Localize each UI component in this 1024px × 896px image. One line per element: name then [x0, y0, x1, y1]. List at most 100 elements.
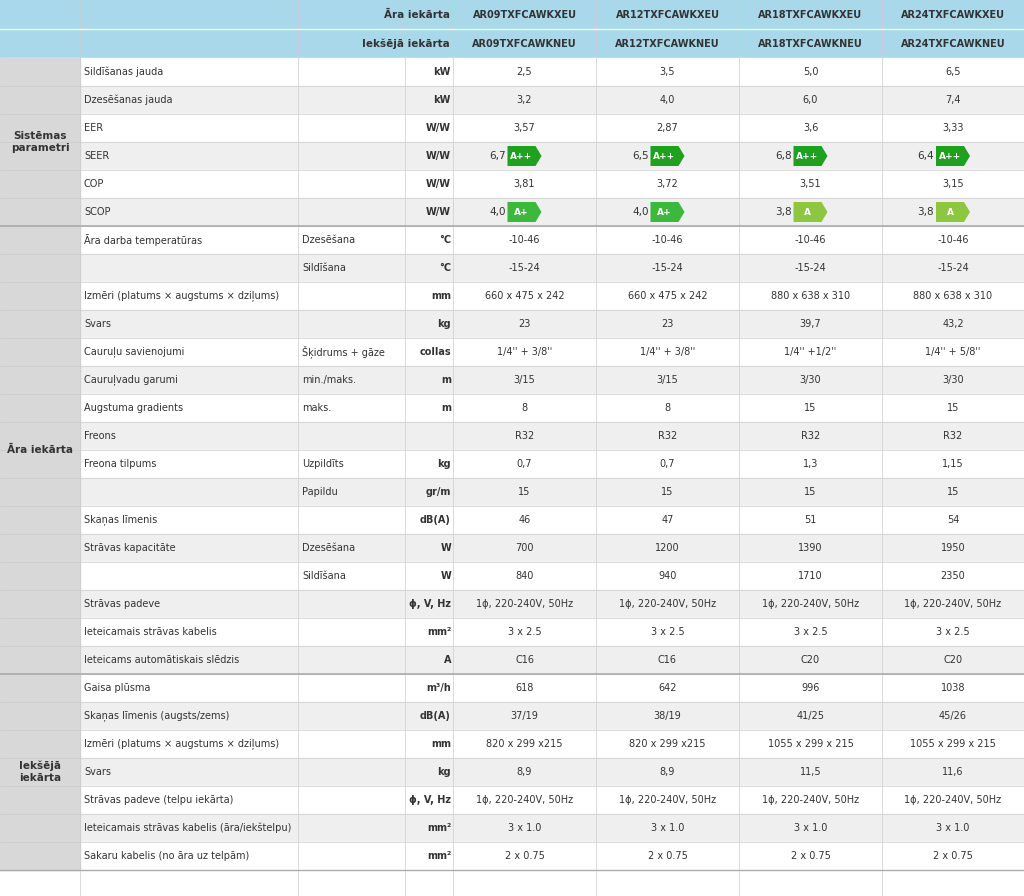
- Text: 1ϕ, 220-240V, 50Hz: 1ϕ, 220-240V, 50Hz: [618, 795, 716, 805]
- Text: dB(A): dB(A): [420, 515, 451, 525]
- Text: mm²: mm²: [427, 823, 451, 833]
- Text: Sildīšanas jauda: Sildīšanas jauda: [84, 66, 163, 77]
- Text: 3/15: 3/15: [514, 375, 536, 385]
- Bar: [0, 674, 1024, 702]
- Bar: [0, 674, 80, 702]
- Bar: [0, 394, 80, 422]
- Text: 1ϕ, 220-240V, 50Hz: 1ϕ, 220-240V, 50Hz: [618, 599, 716, 609]
- Bar: [0, 170, 80, 198]
- Polygon shape: [936, 146, 970, 166]
- Text: mm²: mm²: [427, 851, 451, 861]
- Text: 1055 x 299 x 215: 1055 x 299 x 215: [910, 739, 996, 749]
- Text: min./maks.: min./maks.: [302, 375, 356, 385]
- Text: AR18TXFCAWKXEU: AR18TXFCAWKXEU: [759, 10, 862, 20]
- Text: 7,4: 7,4: [945, 95, 961, 105]
- Text: 3,51: 3,51: [800, 179, 821, 189]
- Bar: [0, 198, 80, 226]
- Bar: [0, 114, 1024, 142]
- Text: W: W: [440, 543, 451, 553]
- Polygon shape: [794, 146, 827, 166]
- Bar: [0, 618, 1024, 646]
- Text: kg: kg: [437, 767, 451, 777]
- Text: 15: 15: [804, 487, 817, 497]
- Bar: [0, 86, 1024, 114]
- Bar: [0, 142, 80, 170]
- Text: Iekšējā
iekārta: Iekšējā iekārta: [18, 761, 61, 783]
- Text: 6,5: 6,5: [632, 151, 648, 161]
- Bar: [0, 226, 1024, 254]
- Text: AR24TXFCAWKNEU: AR24TXFCAWKNEU: [901, 39, 1006, 48]
- Bar: [0, 422, 80, 450]
- Text: SEER: SEER: [84, 151, 110, 161]
- Text: Augstuma gradients: Augstuma gradients: [84, 403, 183, 413]
- Text: 54: 54: [947, 515, 959, 525]
- Text: Āra darba temperatūras: Āra darba temperatūras: [84, 234, 202, 246]
- Text: maks.: maks.: [302, 403, 331, 413]
- Text: 4,0: 4,0: [489, 207, 506, 217]
- Text: 3/30: 3/30: [800, 375, 821, 385]
- Polygon shape: [650, 202, 684, 222]
- Text: R32: R32: [515, 431, 535, 441]
- Bar: [0, 310, 80, 338]
- Text: Strāvas padeve: Strāvas padeve: [84, 599, 160, 609]
- Text: EER: EER: [84, 123, 103, 133]
- Text: kW: kW: [433, 67, 451, 77]
- Text: W/W: W/W: [426, 151, 451, 161]
- Bar: [0, 310, 1024, 338]
- Text: 1,3: 1,3: [803, 459, 818, 469]
- Text: collas: collas: [420, 347, 451, 357]
- Text: Ieteicams automātiskais slēdzis: Ieteicams automātiskais slēdzis: [84, 655, 240, 665]
- Text: 3 x 2.5: 3 x 2.5: [936, 627, 970, 637]
- Text: 11,5: 11,5: [800, 767, 821, 777]
- Bar: [0, 842, 80, 870]
- Bar: [0, 534, 80, 562]
- Text: 0,7: 0,7: [517, 459, 532, 469]
- Text: Iekšējā iekārta: Iekšējā iekārta: [362, 39, 450, 48]
- Text: Uzpildīts: Uzpildīts: [302, 459, 344, 469]
- Text: 23: 23: [662, 319, 674, 329]
- Text: 1200: 1200: [655, 543, 680, 553]
- Text: C16: C16: [515, 655, 534, 665]
- Text: Skaņas līmenis (augsts/zems): Skaņas līmenis (augsts/zems): [84, 711, 229, 721]
- Bar: [0, 394, 1024, 422]
- Text: Izmēri (platums × augstums × dziļums): Izmēri (platums × augstums × dziļums): [84, 738, 280, 749]
- Text: 3,8: 3,8: [918, 207, 934, 217]
- Bar: [0, 142, 1024, 170]
- Text: 880 x 638 x 310: 880 x 638 x 310: [771, 291, 850, 301]
- Text: W/W: W/W: [426, 207, 451, 217]
- Text: 1ϕ, 220-240V, 50Hz: 1ϕ, 220-240V, 50Hz: [476, 599, 573, 609]
- Text: 3,8: 3,8: [775, 207, 792, 217]
- Text: Gaisa plūsma: Gaisa plūsma: [84, 683, 151, 693]
- Bar: [0, 478, 80, 506]
- Text: 15: 15: [518, 487, 530, 497]
- Text: 51: 51: [804, 515, 817, 525]
- Text: A++: A++: [939, 151, 962, 160]
- Text: -10-46: -10-46: [651, 235, 683, 245]
- Text: A+: A+: [514, 208, 528, 217]
- Text: gr/m: gr/m: [426, 487, 451, 497]
- Text: SCOP: SCOP: [84, 207, 111, 217]
- Bar: [0, 282, 80, 310]
- Text: 8,9: 8,9: [517, 767, 532, 777]
- Bar: [0, 366, 1024, 394]
- Text: 700: 700: [515, 543, 534, 553]
- Text: W: W: [440, 571, 451, 581]
- Text: 2 x 0.75: 2 x 0.75: [933, 851, 973, 861]
- Text: 1/4'' +1/2'': 1/4'' +1/2'': [784, 347, 837, 357]
- Text: ϕ, V, Hz: ϕ, V, Hz: [409, 795, 451, 805]
- Text: 1055 x 299 x 215: 1055 x 299 x 215: [768, 739, 853, 749]
- Bar: [0, 58, 80, 86]
- Text: 3 x 1.0: 3 x 1.0: [508, 823, 542, 833]
- Text: 1ϕ, 220-240V, 50Hz: 1ϕ, 220-240V, 50Hz: [762, 795, 859, 805]
- Text: 3,81: 3,81: [514, 179, 536, 189]
- Text: Strāvas kapacitāte: Strāvas kapacitāte: [84, 543, 176, 553]
- Text: mm: mm: [431, 291, 451, 301]
- Bar: [0, 618, 80, 646]
- Text: R32: R32: [801, 431, 820, 441]
- Bar: [0, 198, 1024, 226]
- Text: Svars: Svars: [84, 319, 111, 329]
- Text: 3 x 2.5: 3 x 2.5: [650, 627, 684, 637]
- Text: 6,7: 6,7: [488, 151, 506, 161]
- Text: -15-24: -15-24: [509, 263, 541, 273]
- Bar: [0, 254, 1024, 282]
